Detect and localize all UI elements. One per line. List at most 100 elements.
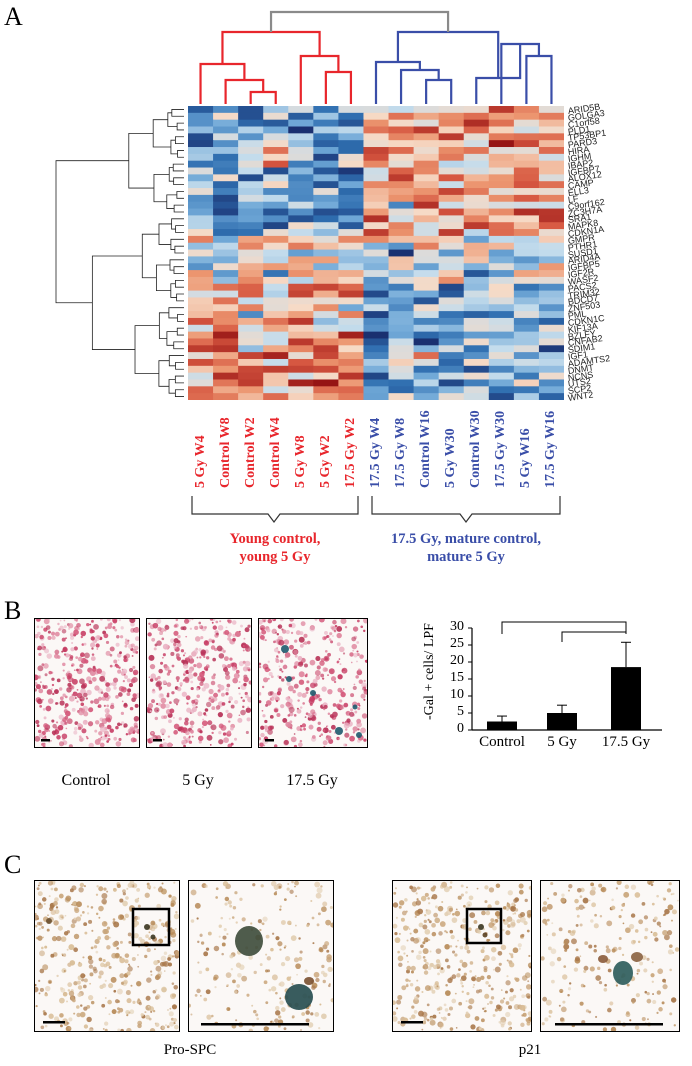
heatmap-cell [538, 133, 564, 141]
caption-prospc: Pro-SPC [163, 1042, 217, 1058]
significance-bracket [501, 621, 627, 634]
heatmap-cell [338, 345, 364, 353]
heatmap-cell [263, 276, 289, 285]
heatmap-cell [513, 331, 540, 339]
heatmap-cell [413, 304, 440, 312]
heatmap-cell [513, 215, 540, 223]
heatmap-cell [363, 140, 390, 148]
heatmap-cell [438, 126, 465, 134]
heatmap-cell [488, 167, 515, 175]
heatmap-cell [463, 167, 490, 175]
heatmap-cell [338, 167, 364, 175]
dendrogram-branch [374, 60, 421, 104]
heatmap-cell [313, 235, 339, 244]
heatmap-cell [288, 119, 314, 128]
heatmap-cell [338, 372, 364, 380]
heatmap-cell [263, 311, 289, 319]
heatmap-cell [363, 393, 390, 400]
heatmap-cell [213, 242, 239, 251]
heatmap-cell [288, 311, 314, 319]
scale-bar [401, 1021, 423, 1024]
heatmap-cell [413, 338, 440, 346]
heatmap-cell [363, 331, 390, 339]
heatmap-cell [313, 222, 339, 230]
heatmap-cell [388, 174, 415, 182]
dendrogram-branch [249, 90, 277, 104]
heatmap-cell [188, 270, 214, 278]
heatmap-cell [188, 324, 214, 333]
heatmap-cell [288, 181, 314, 189]
heatmap-cell [538, 331, 564, 339]
stained-cell [304, 977, 314, 985]
heatmap-cell [313, 331, 339, 339]
heatmap-cell [213, 283, 239, 292]
heatmap-cell [513, 358, 540, 367]
heatmap-cell [513, 345, 540, 353]
heatmap-cell [438, 358, 465, 367]
dendrogram-branch [170, 238, 184, 250]
heatmap-cell [238, 358, 264, 367]
heatmap-cell [538, 208, 564, 216]
heatmap-cell [488, 283, 515, 292]
scale-bar [41, 739, 50, 742]
heatmap-cell [338, 379, 364, 387]
heatmap-cell [513, 119, 540, 128]
heatmap-cell [463, 112, 490, 121]
heatmap-cell [488, 229, 515, 237]
heatmap-cell [213, 229, 239, 237]
heatmap-cell [413, 215, 440, 223]
heatmap-cell [263, 208, 289, 216]
dendrogram-branch [158, 360, 170, 387]
heatmap-cell [513, 365, 540, 374]
heatmap-cell [413, 290, 440, 298]
group-label-mature: 17.5 Gy, mature control, mature 5 Gy [390, 531, 542, 565]
column-label: 5 Gy W4 [192, 435, 208, 488]
heatmap-cell [238, 365, 264, 374]
heatmap-cell [513, 201, 540, 210]
heatmap-cell [188, 304, 214, 312]
heatmap-cell [513, 106, 540, 114]
heatmap-cell [338, 317, 364, 326]
heatmap-cell [538, 386, 564, 394]
heatmap-cell [513, 242, 540, 251]
heatmap-cell [538, 263, 564, 271]
heatmap-cell [463, 235, 490, 244]
heatmap-cell [388, 140, 415, 148]
heatmap-cell [313, 201, 339, 210]
heatmap-cell [338, 126, 364, 134]
y-tick-label: 0 [457, 721, 464, 736]
heatmap-cell [388, 297, 415, 305]
heatmap-cell [338, 283, 364, 292]
heatmap-cell [263, 372, 289, 380]
heatmap-cell [488, 242, 515, 251]
heatmap-cell [238, 235, 264, 244]
heatmap-cell [338, 133, 364, 141]
heatmap-cell [513, 153, 540, 162]
heatmap-cell [188, 160, 214, 169]
column-label: 5 Gy W16 [518, 428, 534, 488]
heatmap-cell [538, 106, 564, 114]
heatmap-cell [263, 290, 289, 298]
heatmap-cell [438, 167, 465, 175]
heatmap-cell [238, 242, 264, 251]
heatmap-cell [338, 270, 364, 278]
young-bracket [191, 496, 359, 523]
heatmap-cell [513, 297, 540, 305]
heatmap-cell [313, 311, 339, 319]
heatmap-cell [338, 358, 364, 367]
heatmap-cell [338, 112, 364, 121]
dendrogram-branch [176, 327, 184, 336]
heatmap-cell [313, 345, 339, 353]
heatmap-cell [388, 256, 415, 264]
heatmap-cell [538, 311, 564, 319]
heatmap-cell [513, 188, 540, 196]
heatmap-cell [313, 372, 339, 380]
heatmap-cell [363, 311, 390, 319]
heatmap-cell [188, 345, 214, 353]
heatmap-cell [538, 181, 564, 189]
stained-cell [281, 645, 289, 653]
heatmap-cell [513, 304, 540, 312]
heatmap-cell [388, 393, 415, 400]
heatmap-cell [338, 256, 364, 264]
heatmap [188, 106, 564, 400]
